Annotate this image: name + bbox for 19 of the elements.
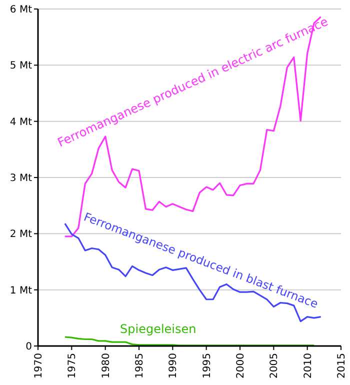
y-tick-label: 1 Mt xyxy=(10,285,32,296)
y-tick-label: 0 xyxy=(26,342,32,352)
x-tick-label: 1975 xyxy=(67,353,78,378)
y-tick-label: 5 Mt xyxy=(10,60,32,72)
series-label: Spiegeleisen xyxy=(120,322,196,336)
x-tick-label: 2000 xyxy=(236,353,246,378)
x-tick-label: 2015 xyxy=(336,353,348,378)
x-tick-label: 2010 xyxy=(302,353,314,378)
x-tick-label: 1995 xyxy=(202,353,213,378)
y-tick-label: 4 Mt xyxy=(10,116,32,128)
x-tick-label: 1990 xyxy=(168,353,180,378)
y-tick-label: 2 Mt xyxy=(10,229,32,240)
x-tick-label: 1970 xyxy=(34,353,44,378)
y-tick-label: 6 Mt xyxy=(10,4,32,16)
x-tick-label: 2005 xyxy=(269,353,280,378)
y-tick-label: 3 Mt xyxy=(10,173,32,184)
x-tick-label: 1980 xyxy=(100,353,112,378)
x-tick-label: 1985 xyxy=(134,353,146,378)
line-series xyxy=(64,336,315,346)
